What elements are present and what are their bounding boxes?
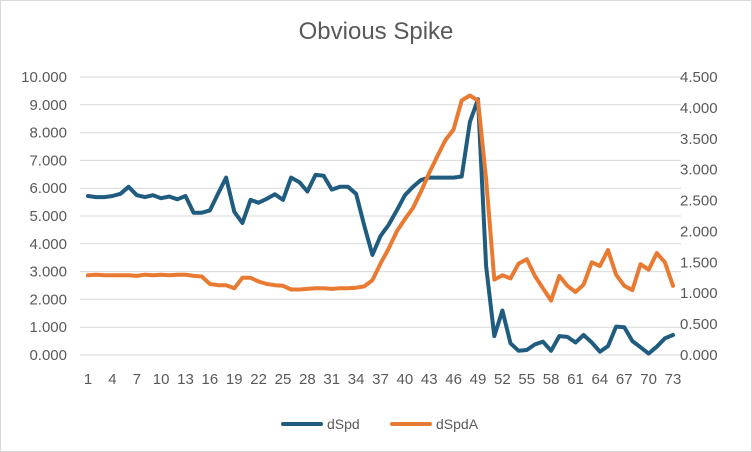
y-tick-label: 5.000 [29,208,67,225]
y2-tick-label: 4.000 [680,100,718,117]
y-tick-label: 8.000 [29,125,67,142]
x-tick-label: 19 [226,371,243,388]
x-tick-label: 40 [397,371,414,388]
y2-tick-label: 0.000 [680,347,718,364]
y-tick-label: 9.000 [29,97,67,114]
y2-tick-label: 3.000 [680,162,718,179]
x-tick-label: 58 [543,371,560,388]
y-tick-label: 4.000 [29,236,67,253]
x-tick-label: 25 [275,371,292,388]
x-tick-label: 67 [616,371,633,388]
x-tick-label: 73 [665,371,682,388]
y2-tick-label: 4.500 [680,69,718,86]
series-line-dspda [86,93,675,303]
x-tick-label: 55 [518,371,535,388]
y2-tick-label: 3.500 [680,131,718,148]
x-tick-label: 46 [445,371,462,388]
x-tick-label: 34 [348,371,365,388]
x-tick-label: 52 [494,371,511,388]
x-tick-label: 64 [592,371,609,388]
x-tick-label: 43 [421,371,438,388]
x-tick-label: 7 [133,371,141,388]
x-tick-label: 49 [470,371,487,388]
x-tick-label: 16 [202,371,219,388]
y2-tick-label: 0.500 [680,316,718,333]
y-tick-label: 2.000 [29,291,67,308]
y-tick-label: 10.000 [21,69,67,86]
y-tick-label: 1.000 [29,319,67,336]
x-tick-label: 28 [299,371,316,388]
chart-title: Obvious Spike [298,18,454,45]
x-tick-label: 4 [108,371,116,388]
y2-tick-label: 1.000 [680,285,718,302]
y-tick-label: 0.000 [29,347,67,364]
x-tick-label: 10 [153,371,170,388]
legend-label: dSpdA [436,416,479,432]
y-tick-label: 6.000 [29,180,67,197]
y-tick-label: 3.000 [29,264,67,281]
x-tick-label: 61 [567,371,584,388]
x-tick-label: 13 [177,371,194,388]
y2-tick-label: 2.000 [680,223,718,240]
y2-tick-label: 2.500 [680,193,718,210]
x-tick-label: 1 [84,371,92,388]
x-tick-label: 31 [323,371,340,388]
y-tick-label: 7.000 [29,152,67,169]
x-tick-label: 70 [640,371,657,388]
x-tick-label: 37 [372,371,389,388]
legend-label: dSpd [327,416,360,432]
y2-tick-label: 1.500 [680,254,718,271]
series-line-dspd [86,97,675,356]
x-tick-label: 22 [250,371,267,388]
